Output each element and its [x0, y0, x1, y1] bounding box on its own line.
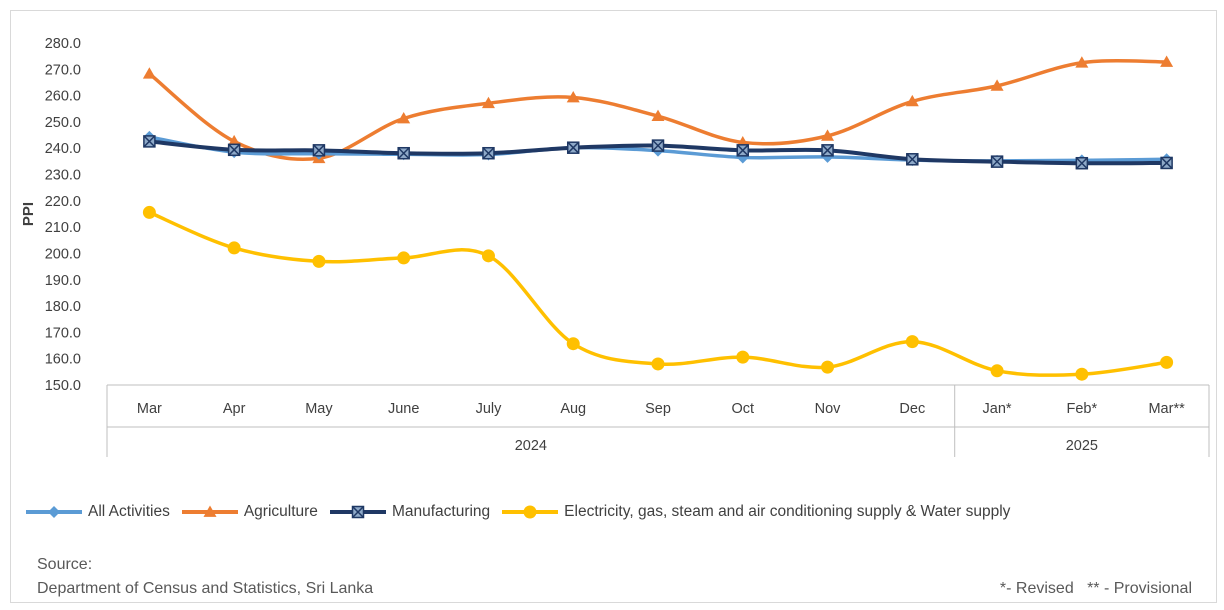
data-point-marker [990, 364, 1004, 378]
x-tick-label: July [476, 401, 503, 417]
x-tick-label: Nov [815, 401, 842, 417]
x-tick-label: Oct [731, 401, 754, 417]
data-point-marker [990, 79, 1004, 91]
data-point-marker [1075, 367, 1089, 381]
data-point-marker [566, 141, 580, 154]
data-point-marker [651, 357, 665, 371]
data-point-marker [481, 96, 495, 109]
x-tick-label: Apr [223, 401, 246, 417]
y-tick-label: 210.0 [45, 220, 81, 236]
data-point-marker [312, 254, 326, 268]
legend-swatch [181, 505, 238, 517]
y-tick-label: 230.0 [45, 168, 81, 184]
data-point-marker [821, 144, 834, 157]
data-point-marker [1160, 156, 1173, 170]
y-tick-label: 260.0 [45, 89, 81, 105]
legend-label: Electricity, gas, steam and air conditio… [564, 503, 1011, 520]
data-point-marker [397, 112, 411, 124]
x-group-label: 2024 [515, 438, 547, 454]
series-electricity-gas-steam-and-air-conditioning-supply-water-supply [142, 205, 1174, 381]
legend-swatch [329, 505, 386, 519]
revision-note: *- Revised ** - Provisional [999, 580, 1192, 597]
y-tick-label: 150.0 [45, 378, 81, 394]
data-point-marker [312, 144, 326, 157]
y-axis-title: PPI [20, 202, 37, 226]
data-point-marker [821, 129, 835, 141]
x-tick-label: Sep [645, 401, 671, 417]
chart-frame: 150.0 160.0 170.0 180.0 190.0 200.0 210.0 220.0… [10, 10, 1217, 603]
data-point-marker [651, 109, 665, 122]
data-point-marker [1075, 156, 1089, 170]
x-group-label: 2025 [1066, 438, 1098, 454]
data-point-marker [651, 139, 665, 152]
data-point-marker [227, 134, 241, 147]
data-point-marker [990, 155, 1004, 168]
data-point-marker [906, 153, 919, 166]
data-point-marker [566, 90, 580, 103]
x-tick-label: Mar** [1148, 401, 1185, 417]
legend-item: Electricity, gas, steam and air conditio… [500, 503, 1010, 521]
y-tick-label: 280.0 [45, 36, 81, 52]
data-point-marker [481, 249, 495, 263]
x-tick-label: June [388, 401, 419, 417]
legend-swatch [26, 506, 82, 518]
data-point-marker [142, 205, 156, 219]
data-point-marker [227, 241, 241, 255]
data-point-marker [905, 335, 919, 349]
x-tick-label: Dec [899, 401, 925, 417]
data-point-marker [227, 143, 241, 157]
legend-label: Agriculture [243, 503, 318, 520]
line-chart: 150.0 160.0 170.0 180.0 190.0 200.0 210.0 220.0… [20, 36, 1210, 457]
y-tick-label: 220.0 [45, 194, 81, 210]
data-point-marker [351, 505, 365, 519]
legend-item: All Activities [24, 503, 170, 521]
data-point-marker [482, 146, 495, 160]
x-tick-label: May [305, 401, 333, 417]
legend-swatch [502, 505, 559, 519]
data-point-marker [736, 144, 750, 157]
y-tick-label: 160.0 [45, 352, 81, 368]
legend-item: Agriculture [180, 503, 318, 521]
data-point-marker [397, 146, 410, 160]
data-point-marker [142, 67, 156, 79]
data-point-marker [1075, 56, 1089, 68]
y-tick-label: 190.0 [45, 273, 81, 289]
x-tick-label: Feb* [1067, 401, 1098, 417]
y-tick-label: 250.0 [45, 115, 81, 131]
y-tick-label: 200.0 [45, 246, 81, 262]
data-point-marker [203, 505, 217, 517]
x-tick-label: Jan* [983, 401, 1012, 417]
source-label: Source: [37, 556, 93, 573]
data-point-marker [736, 350, 750, 364]
data-point-marker [566, 337, 580, 351]
legend-label: All Activities [88, 503, 170, 520]
y-tick-label: 180.0 [45, 299, 81, 315]
legend-label: Manufacturing [391, 503, 491, 520]
y-tick-label: 170.0 [45, 325, 81, 341]
legend-item: Manufacturing [328, 503, 490, 521]
data-point-marker [821, 360, 835, 374]
data-point-marker [48, 506, 60, 518]
data-point-marker [905, 94, 919, 107]
data-point-marker [143, 135, 156, 148]
source-text: Department of Census and Statistics, Sri… [37, 580, 374, 597]
chart-legend: All Activities Agriculture Manufacturing El… [24, 500, 1020, 524]
data-point-marker [1160, 55, 1174, 67]
data-point-marker [523, 505, 537, 519]
x-tick-label: Mar [137, 401, 162, 417]
data-point-marker [1160, 355, 1174, 369]
y-tick-label: 240.0 [45, 141, 81, 157]
data-point-marker [397, 251, 411, 265]
series-manufacturing [143, 135, 1173, 170]
x-tick-label: Aug [560, 401, 586, 417]
series-line [147, 210, 1169, 377]
y-tick-label: 270.0 [45, 62, 81, 78]
